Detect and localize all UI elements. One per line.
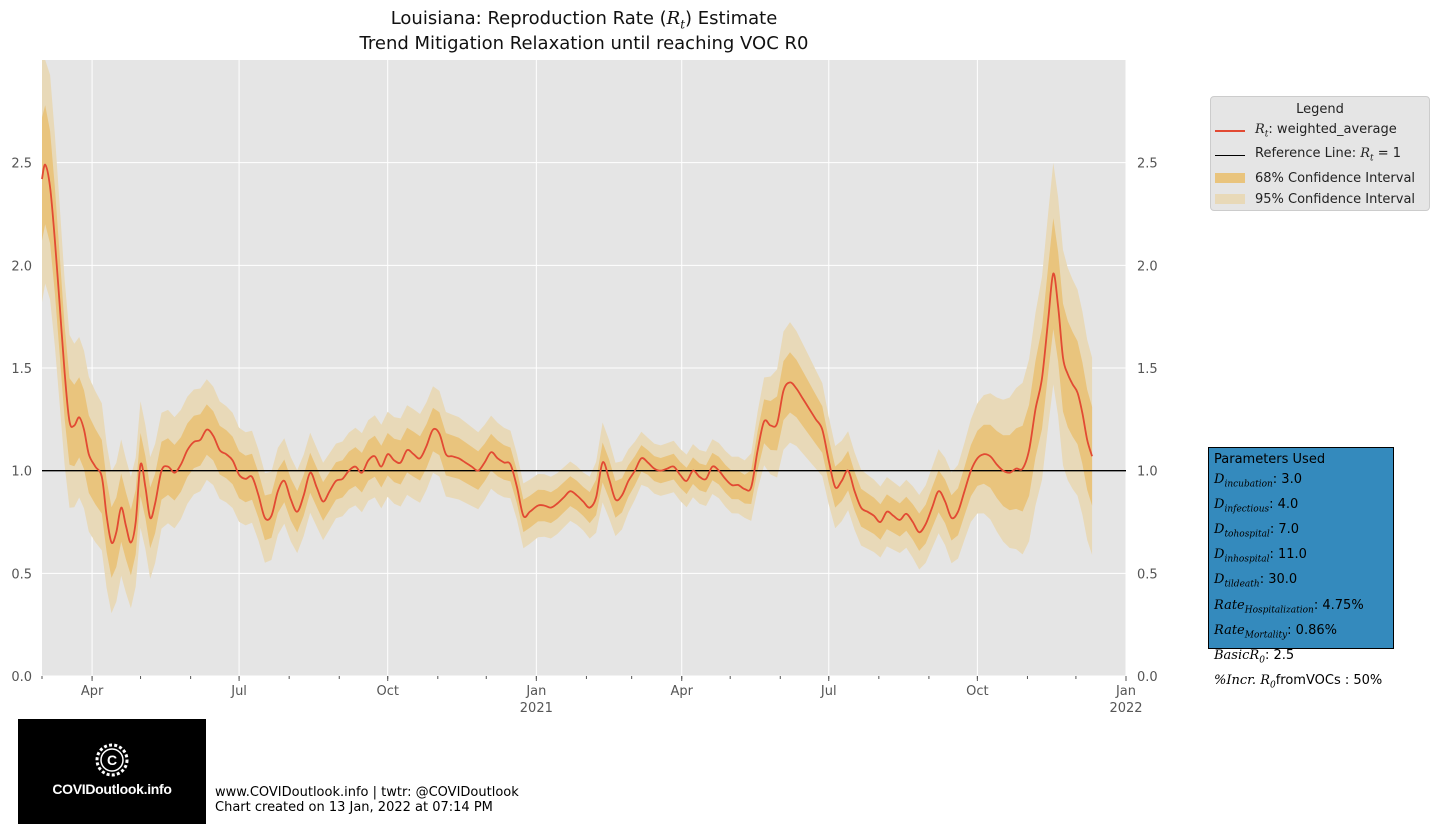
- x-tick-label: Jan: [1115, 684, 1136, 699]
- y-tick-label-right: 0.5: [1137, 567, 1158, 582]
- logo-text: COVIDoutlook.info: [52, 781, 172, 797]
- chart-title-symbol: Rt: [666, 8, 686, 32]
- parameter-row: Dtildeath: 30.0: [1214, 570, 1393, 595]
- y-tick-label-right: 1.0: [1137, 465, 1158, 480]
- axis-labels: 0.0 0.0 0.5 0.5 1.0 1.0 1.5 1.5 2.0 2.0 2.5 2.5 Apr J…: [11, 157, 1157, 716]
- parameter-name: %Incr. R0: [1214, 673, 1276, 691]
- y-tick-label-left: 0.5: [11, 567, 32, 582]
- parameter-name: Dinfectious: [1214, 496, 1270, 515]
- legend-label-ci68: 68% Confidence Interval: [1255, 170, 1416, 186]
- x-tick-label: Jul: [820, 684, 837, 699]
- chart-title-prefix: Louisiana: Reproduction Rate (: [390, 8, 667, 29]
- parameter-value: : 3.0: [1272, 471, 1302, 487]
- y-tick-label-left: 0.0: [11, 670, 32, 685]
- footer-line2: Chart created on 13 Jan, 2022 at 07:14 P…: [215, 800, 493, 815]
- parameter-value: : 4.0: [1269, 496, 1299, 512]
- parameter-subscript: Mortality: [1244, 630, 1288, 641]
- parameter-row: Dincubation: 3.0: [1214, 470, 1393, 495]
- x-tick-label: Oct: [376, 684, 398, 699]
- legend-label-rt: Rt: weighted_average: [1255, 122, 1397, 140]
- parameter-subscript: infectious: [1224, 504, 1270, 515]
- parameter-row: Dtohospital: 7.0: [1214, 520, 1393, 545]
- parameter-row: %Incr. R0fromVOCs : 50%: [1214, 671, 1393, 696]
- x-tick-label: Apr: [670, 684, 693, 699]
- x-tick-year-label: 2021: [520, 701, 553, 716]
- rt-series-line: [41, 163, 1093, 545]
- y-tick-label-left: 2.5: [11, 157, 32, 172]
- parameter-row: BasicR0: 2.5: [1214, 646, 1393, 671]
- parameter-value: fromVOCs : 50%: [1275, 673, 1383, 689]
- parameter-subscript: tohospital: [1224, 529, 1270, 540]
- legend-title: Legend: [1296, 102, 1344, 117]
- parameter-subscript: 0: [1269, 680, 1276, 691]
- legend-swatch-ci95: [1215, 194, 1245, 204]
- parameter-name: BasicR0: [1214, 647, 1265, 666]
- legend-swatch-reference: [1215, 154, 1245, 156]
- parameter-value: : 2.5: [1264, 647, 1295, 663]
- y-tick-label-right: 2.0: [1137, 259, 1158, 274]
- parameter-subscript: inhospital: [1224, 554, 1270, 565]
- parameter-value: : 4.75%: [1313, 597, 1364, 613]
- y-tick-label-right: 2.5: [1137, 157, 1158, 172]
- parameter-subscript: incubation: [1224, 479, 1273, 490]
- parameter-value: : 7.0: [1269, 521, 1299, 537]
- parameter-row: Dinhospital: 11.0: [1214, 545, 1393, 570]
- confidence-bands: [42, 60, 1093, 614]
- parameters-title: Parameters Used: [1214, 452, 1326, 467]
- legend-item-ci68: 68% Confidence Interval: [1215, 169, 1415, 187]
- x-tick-label: Oct: [966, 684, 988, 699]
- parameter-value: : 0.86%: [1287, 622, 1337, 638]
- parameter-row: RateHospitalization: 4.75%: [1214, 596, 1393, 621]
- parameter-name: Dtildeath: [1214, 572, 1260, 590]
- footer-line1: www.COVIDoutlook.info | twtr: @COVIDoutl…: [215, 785, 519, 800]
- parameter-subscript: 0: [1259, 655, 1265, 666]
- parameters-list: Dincubation: 3.0 Dinfectious: 4.0 Dtohospi…: [1214, 470, 1393, 697]
- parameter-value: : 30.0: [1259, 572, 1298, 588]
- chart-title-suffix: ) Estimate: [685, 8, 778, 29]
- parameter-subscript: tildeath: [1224, 579, 1260, 590]
- y-tick-label-left: 2.0: [11, 259, 32, 274]
- legend-swatch-rt: [1215, 130, 1245, 132]
- footer: www.COVIDoutlook.info | twtr: @COVIDoutl…: [215, 785, 519, 815]
- y-tick-label-right: 1.5: [1137, 362, 1158, 377]
- copyright-gear-icon: C: [95, 743, 129, 777]
- x-tick-label: Jan: [525, 684, 546, 699]
- y-tick-label-right: 0.0: [1137, 670, 1158, 685]
- parameter-name: Dincubation: [1214, 471, 1273, 490]
- legend-item-ci95: 95% Confidence Interval: [1215, 190, 1415, 208]
- parameter-name: RateMortality: [1214, 622, 1288, 641]
- parameters-box: Parameters Used Dincubation: 3.0 Dinfecti…: [1208, 447, 1394, 691]
- legend: Legend Rt: weighted_average Reference Li…: [1210, 96, 1430, 211]
- parameter-row: Dinfectious: 4.0: [1214, 495, 1393, 520]
- x-tick-label: Apr: [81, 684, 104, 699]
- legend-label-ci95: 95% Confidence Interval: [1255, 191, 1416, 207]
- chart-subtitle: Trend Mitigation Relaxation until reachi…: [359, 33, 809, 54]
- parameter-row: RateMortality: 0.86%: [1214, 621, 1393, 646]
- parameter-name: RateHospitalization: [1214, 597, 1314, 616]
- x-tick-label: Jul: [230, 684, 247, 699]
- parameter-value: : 11.0: [1269, 547, 1307, 563]
- chart-title: Louisiana: Reproduction Rate (Rt) Estima…: [42, 8, 1126, 32]
- logo: C COVIDoutlook.info: [18, 719, 206, 824]
- legend-item-reference: Reference Line: Rt = 1: [1215, 146, 1401, 164]
- band-68-ci: [42, 105, 1093, 578]
- legend-swatch-ci68: [1215, 173, 1245, 183]
- parameter-name: Dinhospital: [1214, 547, 1270, 565]
- y-tick-label-left: 1.5: [11, 362, 32, 377]
- parameter-name: Dtohospital: [1214, 521, 1270, 540]
- legend-item-rt: Rt: weighted_average: [1215, 122, 1397, 140]
- y-tick-label-left: 1.0: [11, 465, 32, 480]
- parameter-subscript: Hospitalization: [1244, 605, 1314, 616]
- svg-text:C: C: [107, 752, 117, 768]
- x-tick-year-label: 2022: [1109, 701, 1142, 716]
- legend-label-reference: Reference Line: Rt = 1: [1255, 146, 1402, 164]
- series-line-layer: [41, 163, 1093, 545]
